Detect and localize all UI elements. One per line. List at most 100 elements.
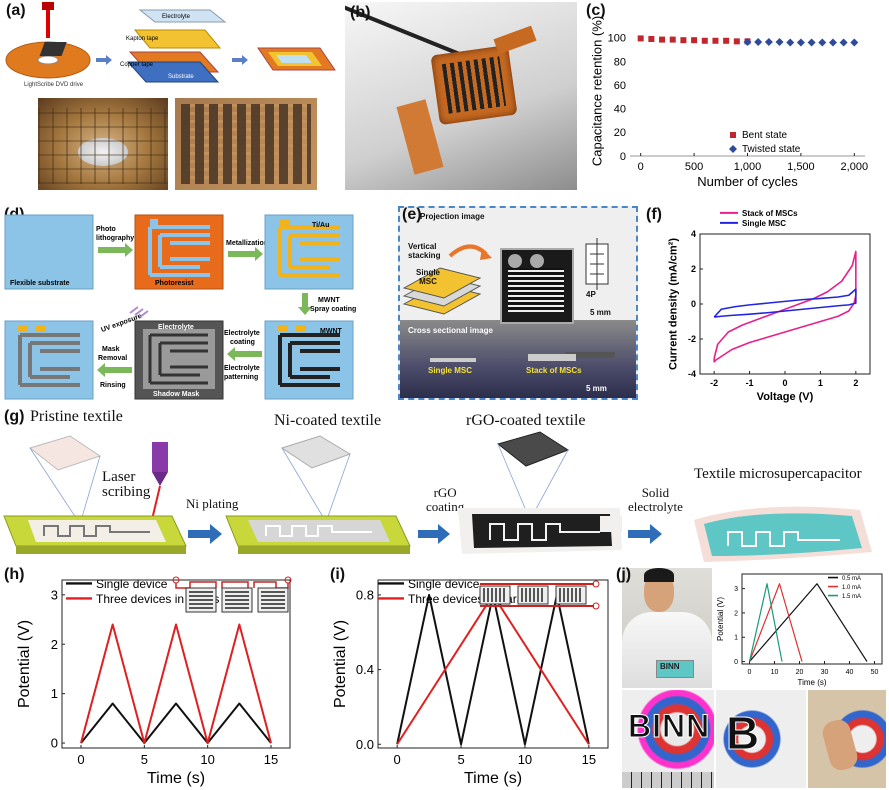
y-tick-label: 2 bbox=[51, 637, 58, 652]
chart-i: 0 5 10 15 0.0 0.4 0.8 Time (s) Potential (V) Sing… bbox=[332, 577, 609, 787]
panel-h-label: (h) bbox=[4, 566, 25, 583]
x-tick-label: 40 bbox=[846, 669, 854, 676]
y-tick-label: 0 bbox=[51, 736, 58, 751]
y-axis-title: Potential (V) bbox=[332, 620, 349, 708]
series-line bbox=[749, 583, 868, 662]
legend-label: Single MSC bbox=[742, 219, 786, 228]
x-tick-label: 1,500 bbox=[787, 161, 815, 173]
layer-substrate: Substrate bbox=[168, 74, 194, 80]
data-point bbox=[839, 38, 848, 47]
series-line bbox=[80, 623, 272, 745]
panel-a-photo-array bbox=[175, 98, 317, 190]
g-ni-coated: Ni-coated textile bbox=[274, 412, 382, 429]
h-series-diagram bbox=[172, 576, 292, 613]
y-tick-label: -2 bbox=[688, 334, 696, 344]
panel-b-photo bbox=[345, 2, 577, 190]
g-rgo-1: rGO bbox=[433, 485, 457, 500]
data-point bbox=[723, 37, 730, 44]
y-tick-label: 2 bbox=[734, 610, 738, 617]
panel-f-label: (f) bbox=[646, 206, 662, 223]
x-axis-title: Time (s) bbox=[464, 770, 522, 787]
y-tick-label: 0 bbox=[734, 659, 738, 666]
e-4p: 4P bbox=[586, 290, 596, 299]
x-tick-label: 0 bbox=[782, 378, 787, 388]
y-tick-label: -4 bbox=[688, 369, 696, 379]
plot-frame bbox=[741, 573, 883, 665]
g-ni-plating: Ni plating bbox=[186, 496, 239, 511]
box-tiau: Ti/Au bbox=[312, 222, 329, 229]
legend-label: Stack of MSCs bbox=[742, 209, 798, 218]
step-electro-3: Electrolyte bbox=[224, 365, 260, 372]
step-mask-2: Removal bbox=[98, 355, 127, 362]
data-point bbox=[659, 36, 666, 43]
data-point bbox=[637, 35, 644, 42]
data-point bbox=[754, 37, 763, 46]
x-tick-label: -2 bbox=[710, 378, 718, 388]
chart-j: 0 10 20 30 40 50 0 1 2 3 Time (s) Potential (V) 0.5 … bbox=[716, 573, 883, 687]
series-line bbox=[396, 593, 590, 746]
series-line bbox=[713, 288, 857, 318]
data-point bbox=[712, 37, 719, 44]
legend-label: Single device bbox=[96, 577, 168, 591]
e-scale2: 5 mm bbox=[586, 384, 607, 393]
x-tick-label: 500 bbox=[685, 161, 703, 173]
step-spray-1: MWNT bbox=[318, 297, 340, 304]
panel-j-photo-person bbox=[622, 568, 712, 688]
y-tick-label: 1 bbox=[51, 686, 58, 701]
x-tick-label: 15 bbox=[582, 752, 596, 767]
step-electro-2: coating bbox=[230, 339, 255, 346]
g-solid-2: electrolyte bbox=[628, 499, 683, 514]
x-tick-label: 30 bbox=[821, 669, 829, 676]
box-electrolyte: Electrolyte bbox=[158, 324, 194, 331]
i-parallel-diagram bbox=[479, 580, 600, 610]
legend-marker bbox=[729, 145, 737, 153]
data-point bbox=[733, 38, 740, 45]
x-tick-label: 5 bbox=[141, 752, 148, 767]
g-rgo: rGO coating bbox=[426, 486, 464, 514]
data-point bbox=[796, 38, 805, 47]
plot-frame bbox=[377, 579, 609, 749]
x-tick-label: -1 bbox=[746, 378, 754, 388]
e-single: Single MSC bbox=[416, 268, 440, 286]
e-stack: Stack of MSCs bbox=[526, 366, 582, 375]
data-point bbox=[764, 37, 773, 46]
y-tick-label: 0.4 bbox=[356, 662, 374, 677]
x-tick-label: 1 bbox=[818, 378, 823, 388]
y-tick-label: 0.8 bbox=[356, 587, 374, 602]
e-projection: Projection image bbox=[420, 212, 485, 221]
g-laser-2: scribing bbox=[102, 484, 151, 500]
e-vertical-1: Vertical bbox=[408, 242, 437, 251]
x-tick-label: 10 bbox=[771, 669, 779, 676]
x-tick-label: 0 bbox=[394, 752, 401, 767]
x-axis-title: Time (s) bbox=[797, 678, 826, 687]
box-flexible: Flexible substrate bbox=[10, 280, 70, 287]
data-point bbox=[669, 36, 676, 43]
g-textile-msc: Textile microsupercapacitor bbox=[694, 466, 862, 482]
step-metal: Metallization bbox=[226, 240, 268, 247]
panel-c-label: (c) bbox=[586, 2, 606, 19]
y-tick-label: 4 bbox=[691, 229, 696, 239]
panel-e-label: (e) bbox=[402, 206, 422, 223]
x-axis-title: Voltage (V) bbox=[757, 391, 814, 403]
step-electro-4: patterning bbox=[224, 374, 258, 381]
series-line bbox=[748, 583, 783, 662]
panel-d-diagram: Flexible substrate Photo lithography Pho… bbox=[4, 214, 356, 400]
legend-label: 1.5 mA bbox=[842, 594, 861, 600]
e-vertical: Vertical stacking bbox=[408, 242, 440, 260]
legend-label: Single device bbox=[408, 577, 480, 591]
x-axis-title: Number of cycles bbox=[697, 174, 798, 189]
y-tick-label: 3 bbox=[51, 587, 58, 602]
data-point bbox=[701, 37, 708, 44]
panel-a-schematic: LightScribe DVD drive Electrolyte Kapton… bbox=[5, 2, 336, 88]
e-single-2: MSC bbox=[419, 277, 437, 286]
data-point bbox=[828, 38, 837, 47]
data-point bbox=[786, 38, 795, 47]
panel-a-label: (a) bbox=[6, 2, 26, 19]
y-tick-label: 0 bbox=[620, 151, 626, 163]
legend-label: Bent state bbox=[742, 130, 787, 141]
panel-j-photo-b bbox=[716, 690, 806, 788]
y-axis-title: Current density (mA/cm²) bbox=[667, 238, 679, 370]
e-cross: Cross sectional image bbox=[408, 326, 493, 335]
data-point bbox=[691, 37, 698, 44]
e-single-1: Single bbox=[416, 268, 441, 277]
